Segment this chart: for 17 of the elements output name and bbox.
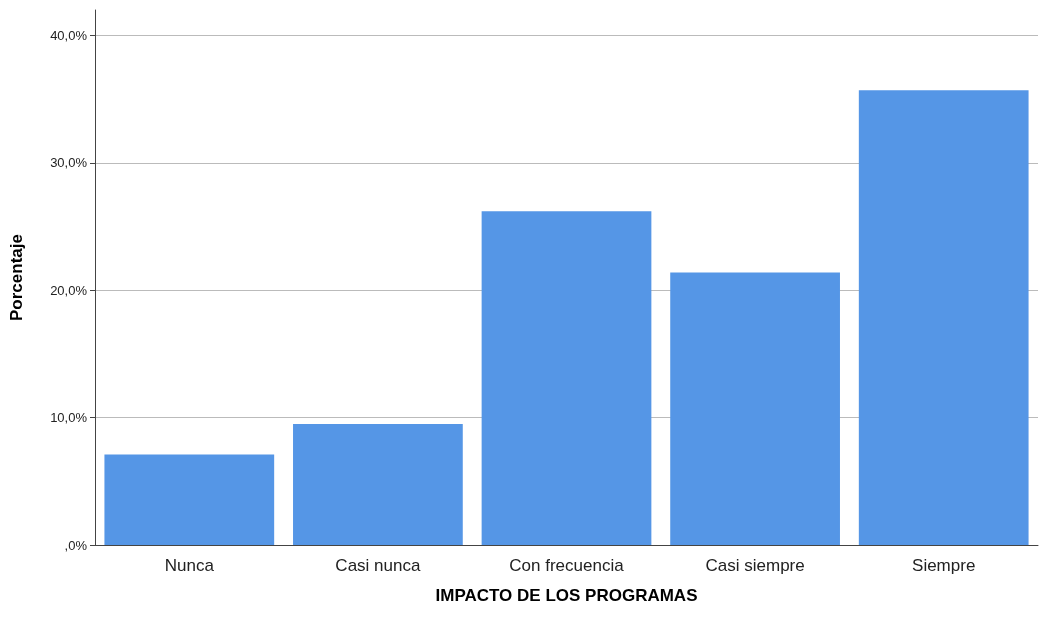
x-tick-label: Siempre xyxy=(912,556,976,575)
bar xyxy=(481,211,652,545)
y-axis-title: Porcentaje xyxy=(7,234,26,321)
y-tick-label: 40,0% xyxy=(50,27,88,43)
x-tick-label: Casi nunca xyxy=(335,556,421,575)
x-tick-label: Con frecuencia xyxy=(509,556,625,575)
bar xyxy=(293,423,463,545)
y-tick-label: 10,0% xyxy=(50,410,88,426)
x-tick-label: Casi siempre xyxy=(705,556,805,575)
y-tick-label: ,0% xyxy=(64,537,88,553)
y-tick-label: 30,0% xyxy=(50,155,88,171)
bar xyxy=(670,272,840,545)
x-tick-label: Nunca xyxy=(164,556,215,575)
bar xyxy=(858,90,1029,545)
x-axis-title: IMPACTO DE LOS PROGRAMAS xyxy=(435,586,698,605)
y-tick-label: 20,0% xyxy=(50,282,88,298)
bar xyxy=(104,454,275,545)
